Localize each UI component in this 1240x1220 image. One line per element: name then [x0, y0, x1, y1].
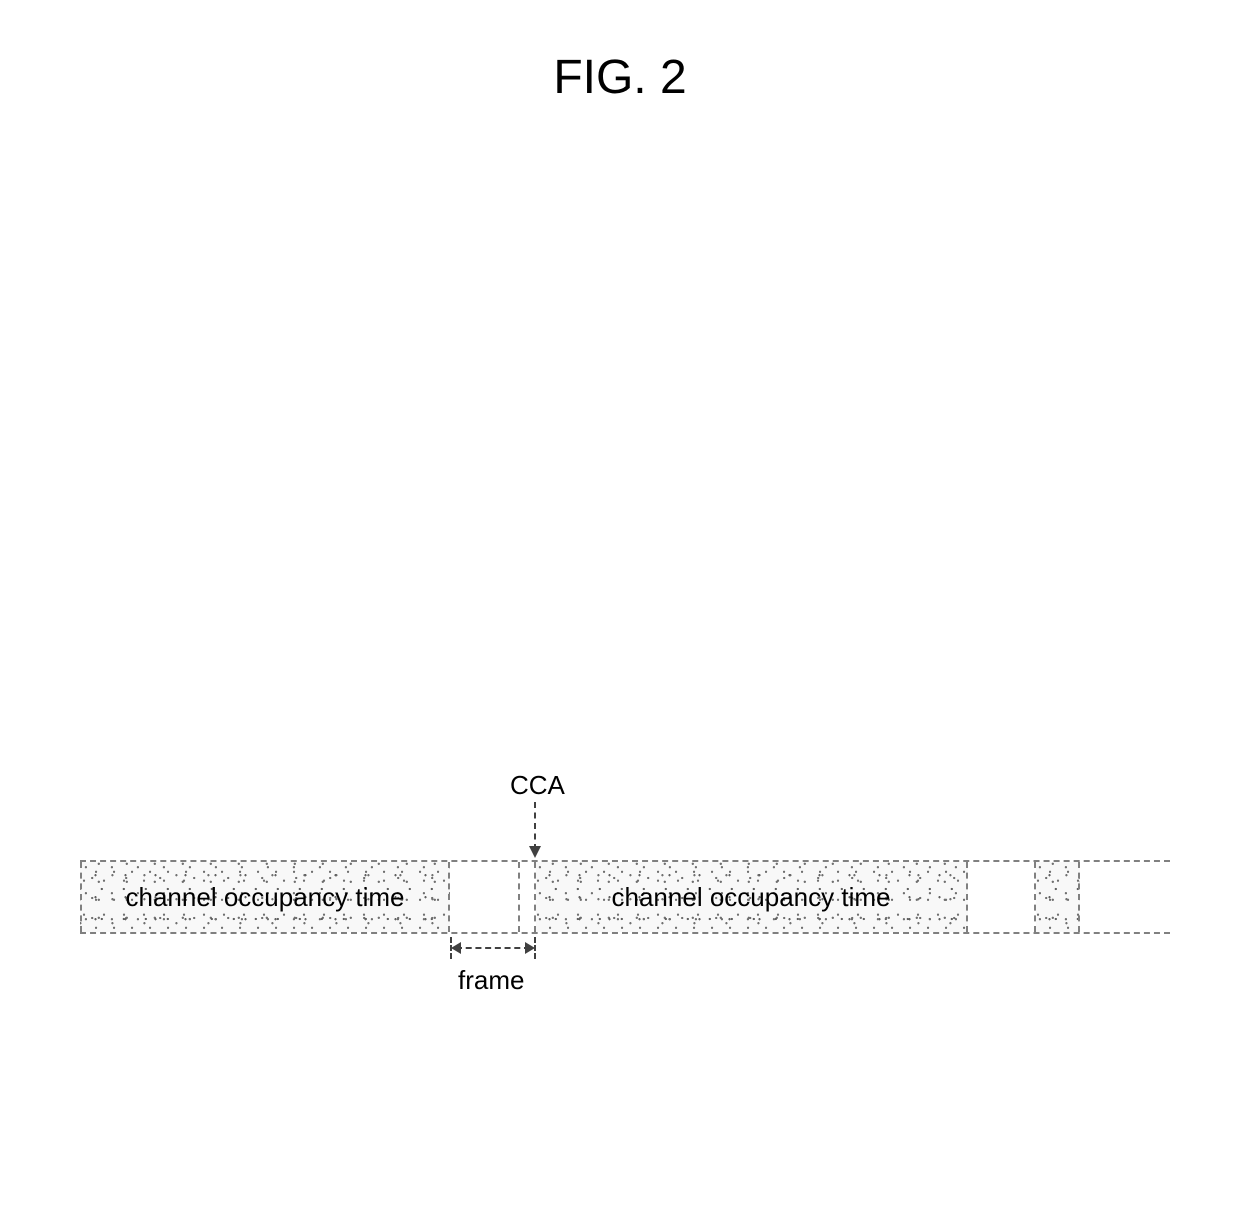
channel-occupancy-block-1: channel occupancy time — [80, 862, 450, 932]
idle-block-1 — [450, 862, 520, 932]
cca-arrow-line — [534, 802, 538, 850]
timeline-diagram: CCA channel occupancy time channel occup… — [80, 860, 1170, 934]
arrow-left-icon — [451, 942, 461, 954]
cca-arrowhead-icon — [529, 846, 541, 858]
timeline-row: channel occupancy time channel occupancy… — [80, 860, 1170, 934]
cca-label: CCA — [510, 770, 565, 801]
figure-title: FIG. 2 — [0, 50, 1240, 105]
channel-occupancy-block-3 — [1036, 862, 1080, 932]
frame-label: frame — [458, 965, 524, 996]
frame-dimension-line — [456, 947, 530, 949]
frame-dimension-bracket — [450, 935, 536, 965]
cca-arrow — [534, 802, 536, 857]
idle-block-2 — [968, 862, 1036, 932]
channel-occupancy-block-2: channel occupancy time — [536, 862, 968, 932]
arrow-right-icon — [525, 942, 535, 954]
cca-slot-block — [520, 862, 536, 932]
